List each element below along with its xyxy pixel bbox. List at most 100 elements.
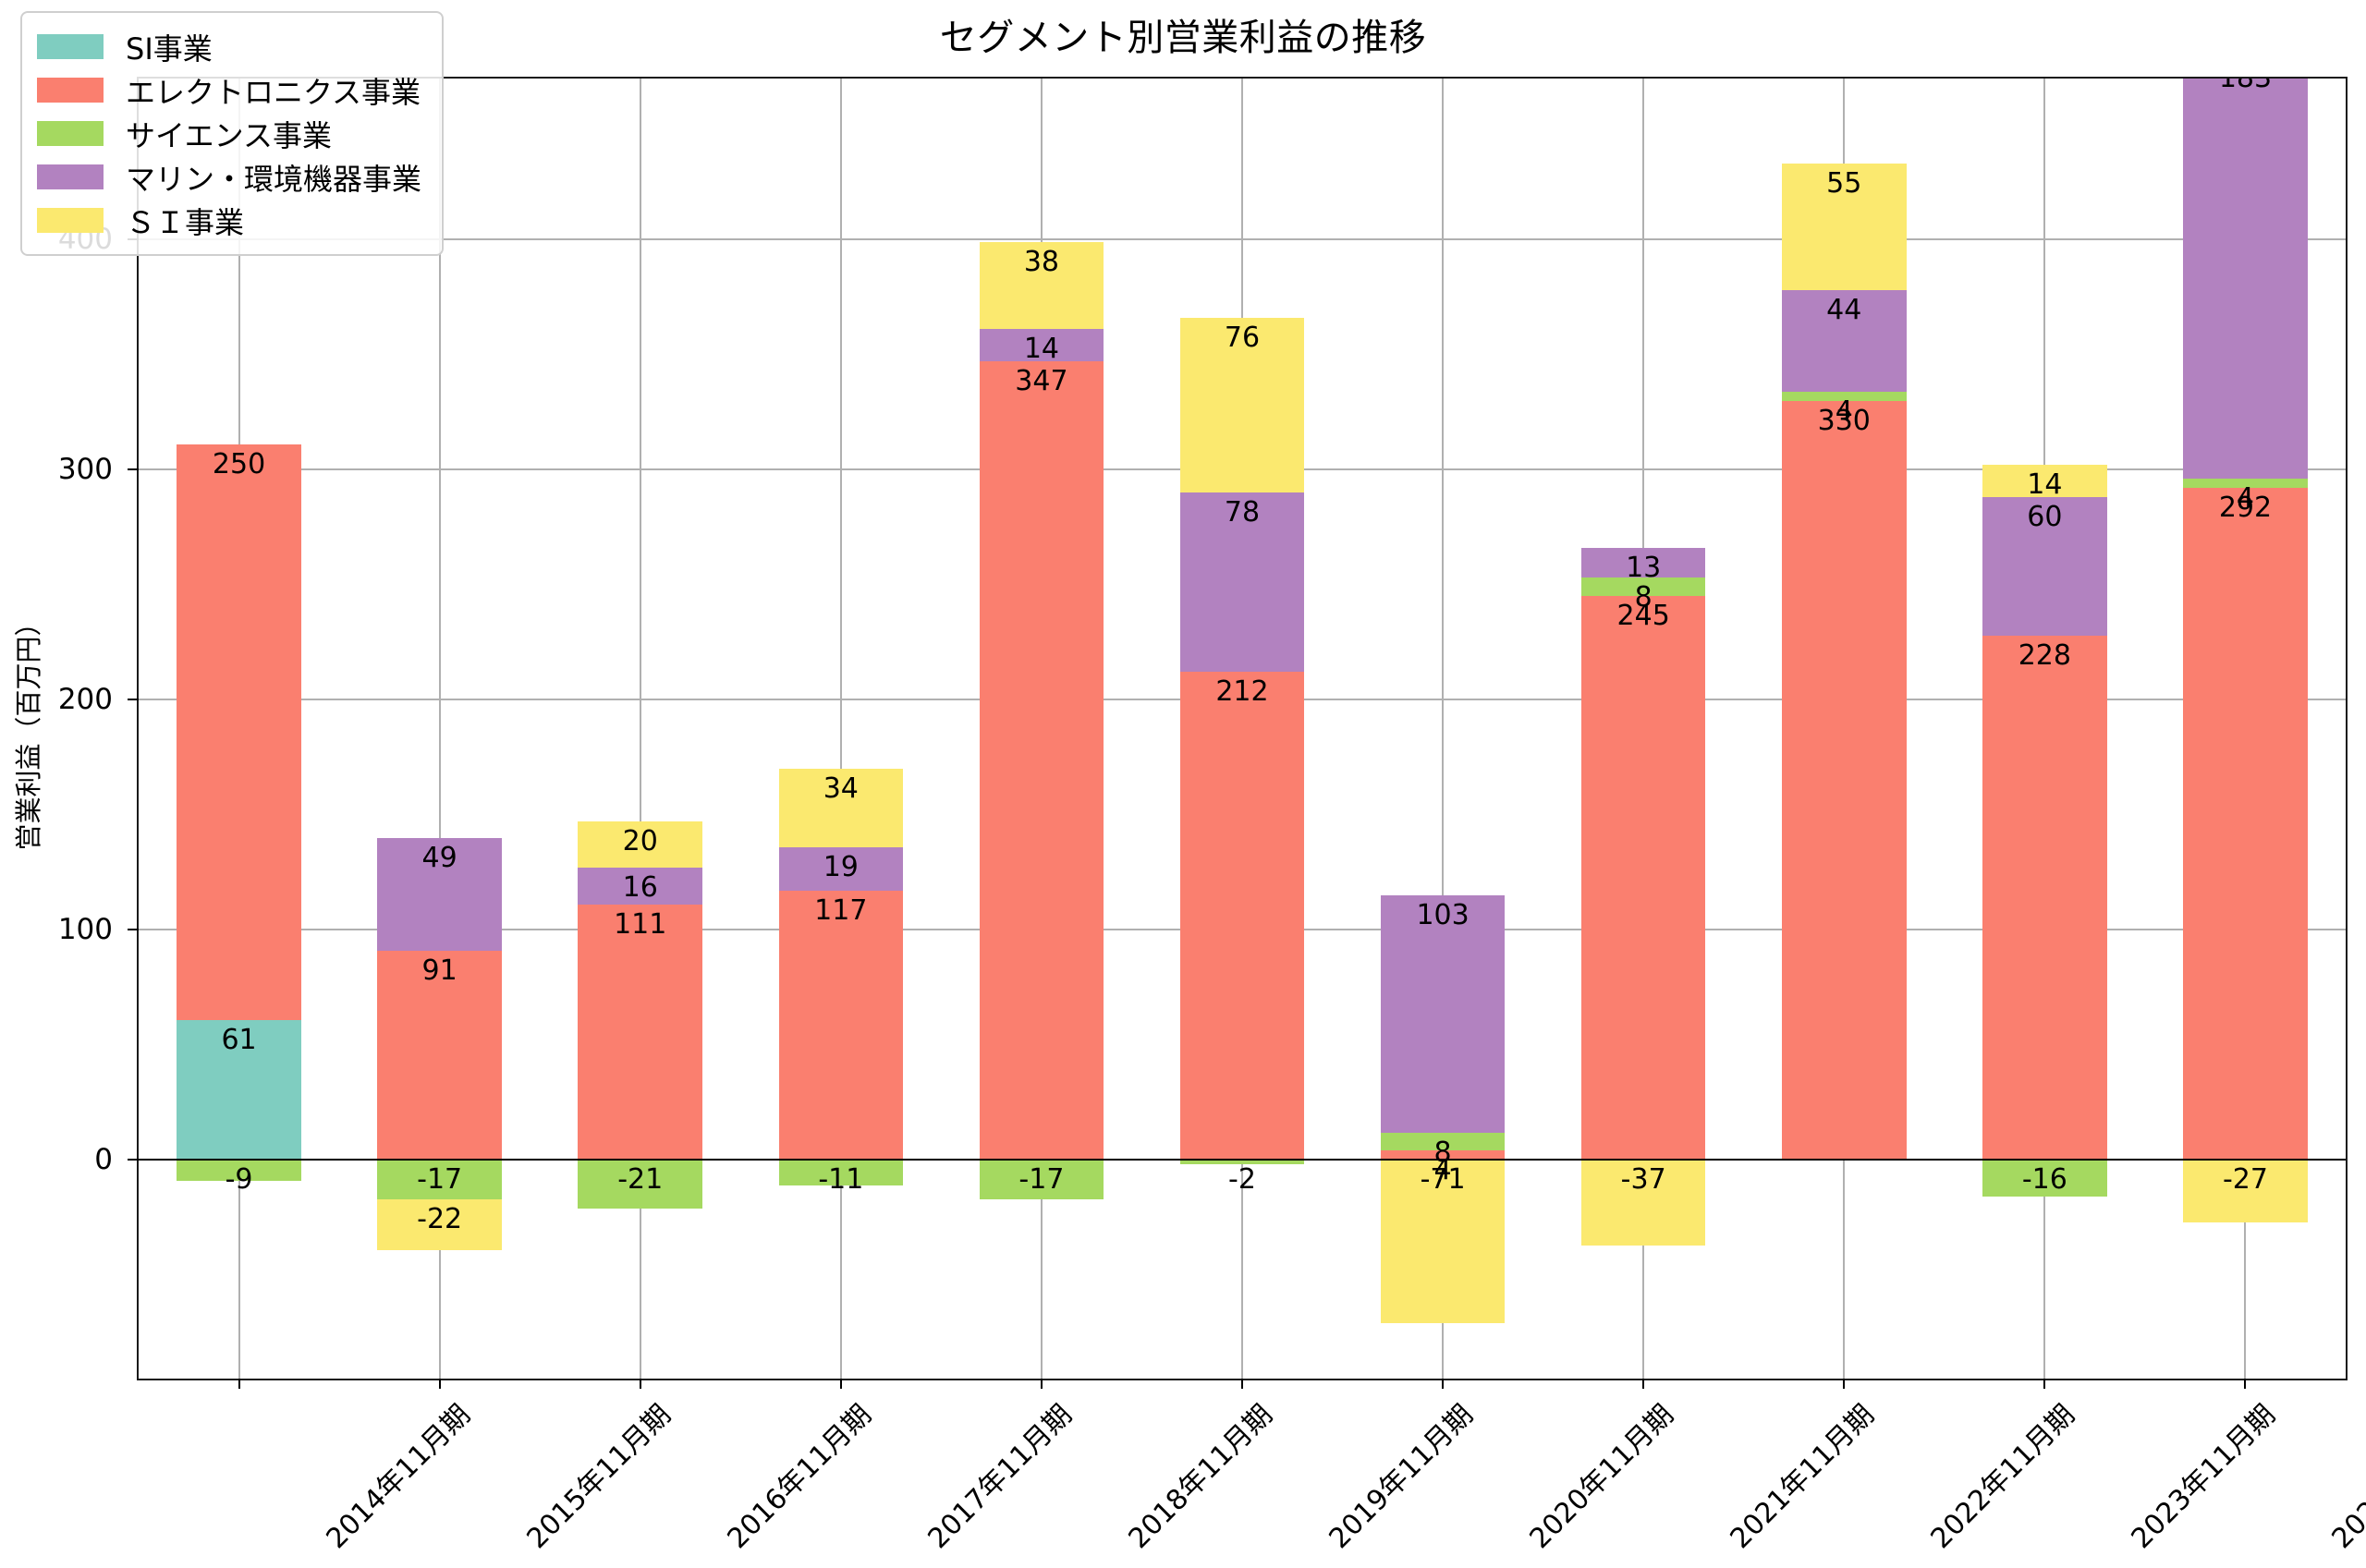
bar-segment[interactable] xyxy=(177,1019,301,1161)
bar-group[interactable]: 2924183-27 xyxy=(2183,79,2308,1379)
x-gridline xyxy=(639,79,641,1379)
x-gridline xyxy=(1442,79,1445,1379)
bar-group[interactable]: 330 4 44 55 xyxy=(1781,79,1907,1379)
x-axis-tick-label: 2018年11月期 xyxy=(1122,1398,1279,1556)
bar-segment[interactable] xyxy=(1982,497,2107,636)
bar-segment[interactable] xyxy=(578,868,703,905)
legend-item[interactable]: エレクトロニクス事業 xyxy=(37,68,421,112)
bar-segment[interactable] xyxy=(1580,596,1706,1161)
x-axis-tick-mark xyxy=(1442,1379,1445,1389)
y-axis-tick-mark xyxy=(128,929,139,931)
x-axis-tick-label: 2016年11月期 xyxy=(721,1398,878,1556)
bar-segment[interactable] xyxy=(979,329,1104,362)
bar-group[interactable]: 228 -16 60 14 xyxy=(1982,79,2107,1379)
legend-item[interactable]: ＳＩ事業 xyxy=(37,199,421,242)
legend-item-label: サイエンス事業 xyxy=(126,117,333,153)
bar-segment[interactable] xyxy=(1380,895,1506,1133)
bar-group[interactable]: 61 250 -9 xyxy=(177,79,301,1379)
y-axis-tick-label: 100 xyxy=(57,913,113,947)
bar-segment[interactable] xyxy=(1380,1132,1506,1151)
bar-segment[interactable] xyxy=(578,821,703,869)
chart-title: セグメント別営業利益の推移 xyxy=(939,17,1427,59)
bar-segment[interactable] xyxy=(778,1160,904,1185)
plot-inner: 61 250 -9 91 -17 49 -22 111 -21 16 20 117 -11 19 34 347… xyxy=(139,79,2346,1379)
bar-segment[interactable] xyxy=(778,891,904,1161)
y-axis-tick-mark xyxy=(128,468,139,471)
x-axis-tick-mark xyxy=(1843,1379,1846,1389)
bar-segment[interactable] xyxy=(979,361,1104,1161)
bar-group[interactable]: 4 8 103 -71 xyxy=(1380,79,1506,1379)
bar-segment[interactable] xyxy=(1179,1160,1305,1165)
legend-item-label: エレクトロニクス事業 xyxy=(126,74,421,110)
bar-segment[interactable] xyxy=(1781,391,1907,401)
legend-swatch-icon xyxy=(37,208,104,233)
x-axis-tick-mark xyxy=(438,1379,441,1389)
legend-item[interactable]: マリン・環境機器事業 xyxy=(37,155,421,199)
bar-group[interactable]: 117 -11 19 34 xyxy=(778,79,904,1379)
bar-segment[interactable] xyxy=(578,905,703,1161)
bar-value-label: -2 xyxy=(1228,1163,1256,1197)
y-axis-tick-label: 300 xyxy=(57,453,113,487)
bar-segment[interactable] xyxy=(2183,488,2308,1161)
x-axis-tick-mark xyxy=(2043,1379,2046,1389)
x-axis-tick-label: 2015年11月期 xyxy=(520,1398,677,1556)
bar-segment[interactable] xyxy=(1781,400,1907,1161)
x-axis-tick-label: 2021年11月期 xyxy=(1724,1398,1882,1556)
bar-segment[interactable] xyxy=(2183,1160,2308,1222)
x-axis-tick-mark xyxy=(1642,1379,1645,1389)
bar-segment[interactable] xyxy=(1982,635,2107,1161)
bar-segment[interactable] xyxy=(1380,1160,1506,1324)
bar-segment[interactable] xyxy=(778,769,904,847)
y-axis-tick-mark xyxy=(128,699,139,701)
x-axis-tick-label: 2019年11月期 xyxy=(1323,1398,1480,1556)
x-axis-tick-label: 2024年11月期 xyxy=(2326,1398,2366,1556)
bar-segment[interactable] xyxy=(979,1160,1104,1199)
x-gridline xyxy=(839,79,842,1379)
x-axis-tick-label: 2020年11月期 xyxy=(1523,1398,1681,1556)
bar-segment[interactable] xyxy=(1580,1160,1706,1246)
bar-segment[interactable] xyxy=(778,846,904,892)
x-gridline xyxy=(438,79,441,1379)
bar-group[interactable]: 347 -17 14 38 xyxy=(979,79,1104,1379)
bar-group[interactable]: 91 -17 49 -22 xyxy=(377,79,502,1379)
bar-segment[interactable] xyxy=(1781,290,1907,392)
bar-segment[interactable] xyxy=(2183,79,2308,480)
legend-item-label: SI事業 xyxy=(126,30,213,67)
bar-segment[interactable] xyxy=(1179,317,1305,493)
bar-segment[interactable] xyxy=(979,241,1104,330)
legend-swatch-icon xyxy=(37,34,104,59)
bar-segment[interactable] xyxy=(2183,479,2308,489)
bar-segment[interactable] xyxy=(1179,672,1305,1161)
x-axis-tick-mark xyxy=(639,1379,641,1389)
x-axis-tick-mark xyxy=(1241,1379,1243,1389)
bar-segment[interactable] xyxy=(1580,548,1706,578)
y-axis-tick-label: 200 xyxy=(57,683,113,717)
bar-group[interactable]: 212 -2 78 76 xyxy=(1179,79,1305,1379)
x-axis-tick-label: 2017年11月期 xyxy=(921,1398,1079,1556)
bar-segment[interactable] xyxy=(177,1160,301,1181)
bar-group[interactable]: 245 8 13 -37 xyxy=(1580,79,1706,1379)
legend-item-label: ＳＩ事業 xyxy=(126,204,245,240)
legend-item[interactable]: サイエンス事業 xyxy=(37,112,421,155)
y-axis-label: 営業利益（百万円） xyxy=(13,609,44,851)
bar-segment[interactable] xyxy=(1982,1160,2107,1197)
bar-segment[interactable] xyxy=(177,444,301,1020)
bar-segment[interactable] xyxy=(377,950,502,1161)
bar-group[interactable]: 111 -21 16 20 xyxy=(578,79,703,1379)
bar-segment[interactable] xyxy=(1781,164,1907,291)
bar-segment[interactable] xyxy=(578,1160,703,1209)
legend-item-label: マリン・環境機器事業 xyxy=(126,161,422,197)
bar-segment[interactable] xyxy=(377,1160,502,1199)
bar-segment[interactable] xyxy=(377,837,502,951)
legend-item[interactable]: SI事業 xyxy=(37,25,421,68)
bar-segment[interactable] xyxy=(1179,492,1305,673)
x-axis-tick-label: 2023年11月期 xyxy=(2125,1398,2283,1556)
bar-segment[interactable] xyxy=(1580,577,1706,597)
bar-segment[interactable] xyxy=(1380,1150,1506,1161)
legend-swatch-icon xyxy=(37,121,104,146)
bar-segment[interactable] xyxy=(377,1198,502,1250)
x-axis-tick-mark xyxy=(2244,1379,2247,1389)
x-axis-tick-label: 2022年11月期 xyxy=(1924,1398,2082,1556)
bar-segment[interactable] xyxy=(1982,465,2107,498)
